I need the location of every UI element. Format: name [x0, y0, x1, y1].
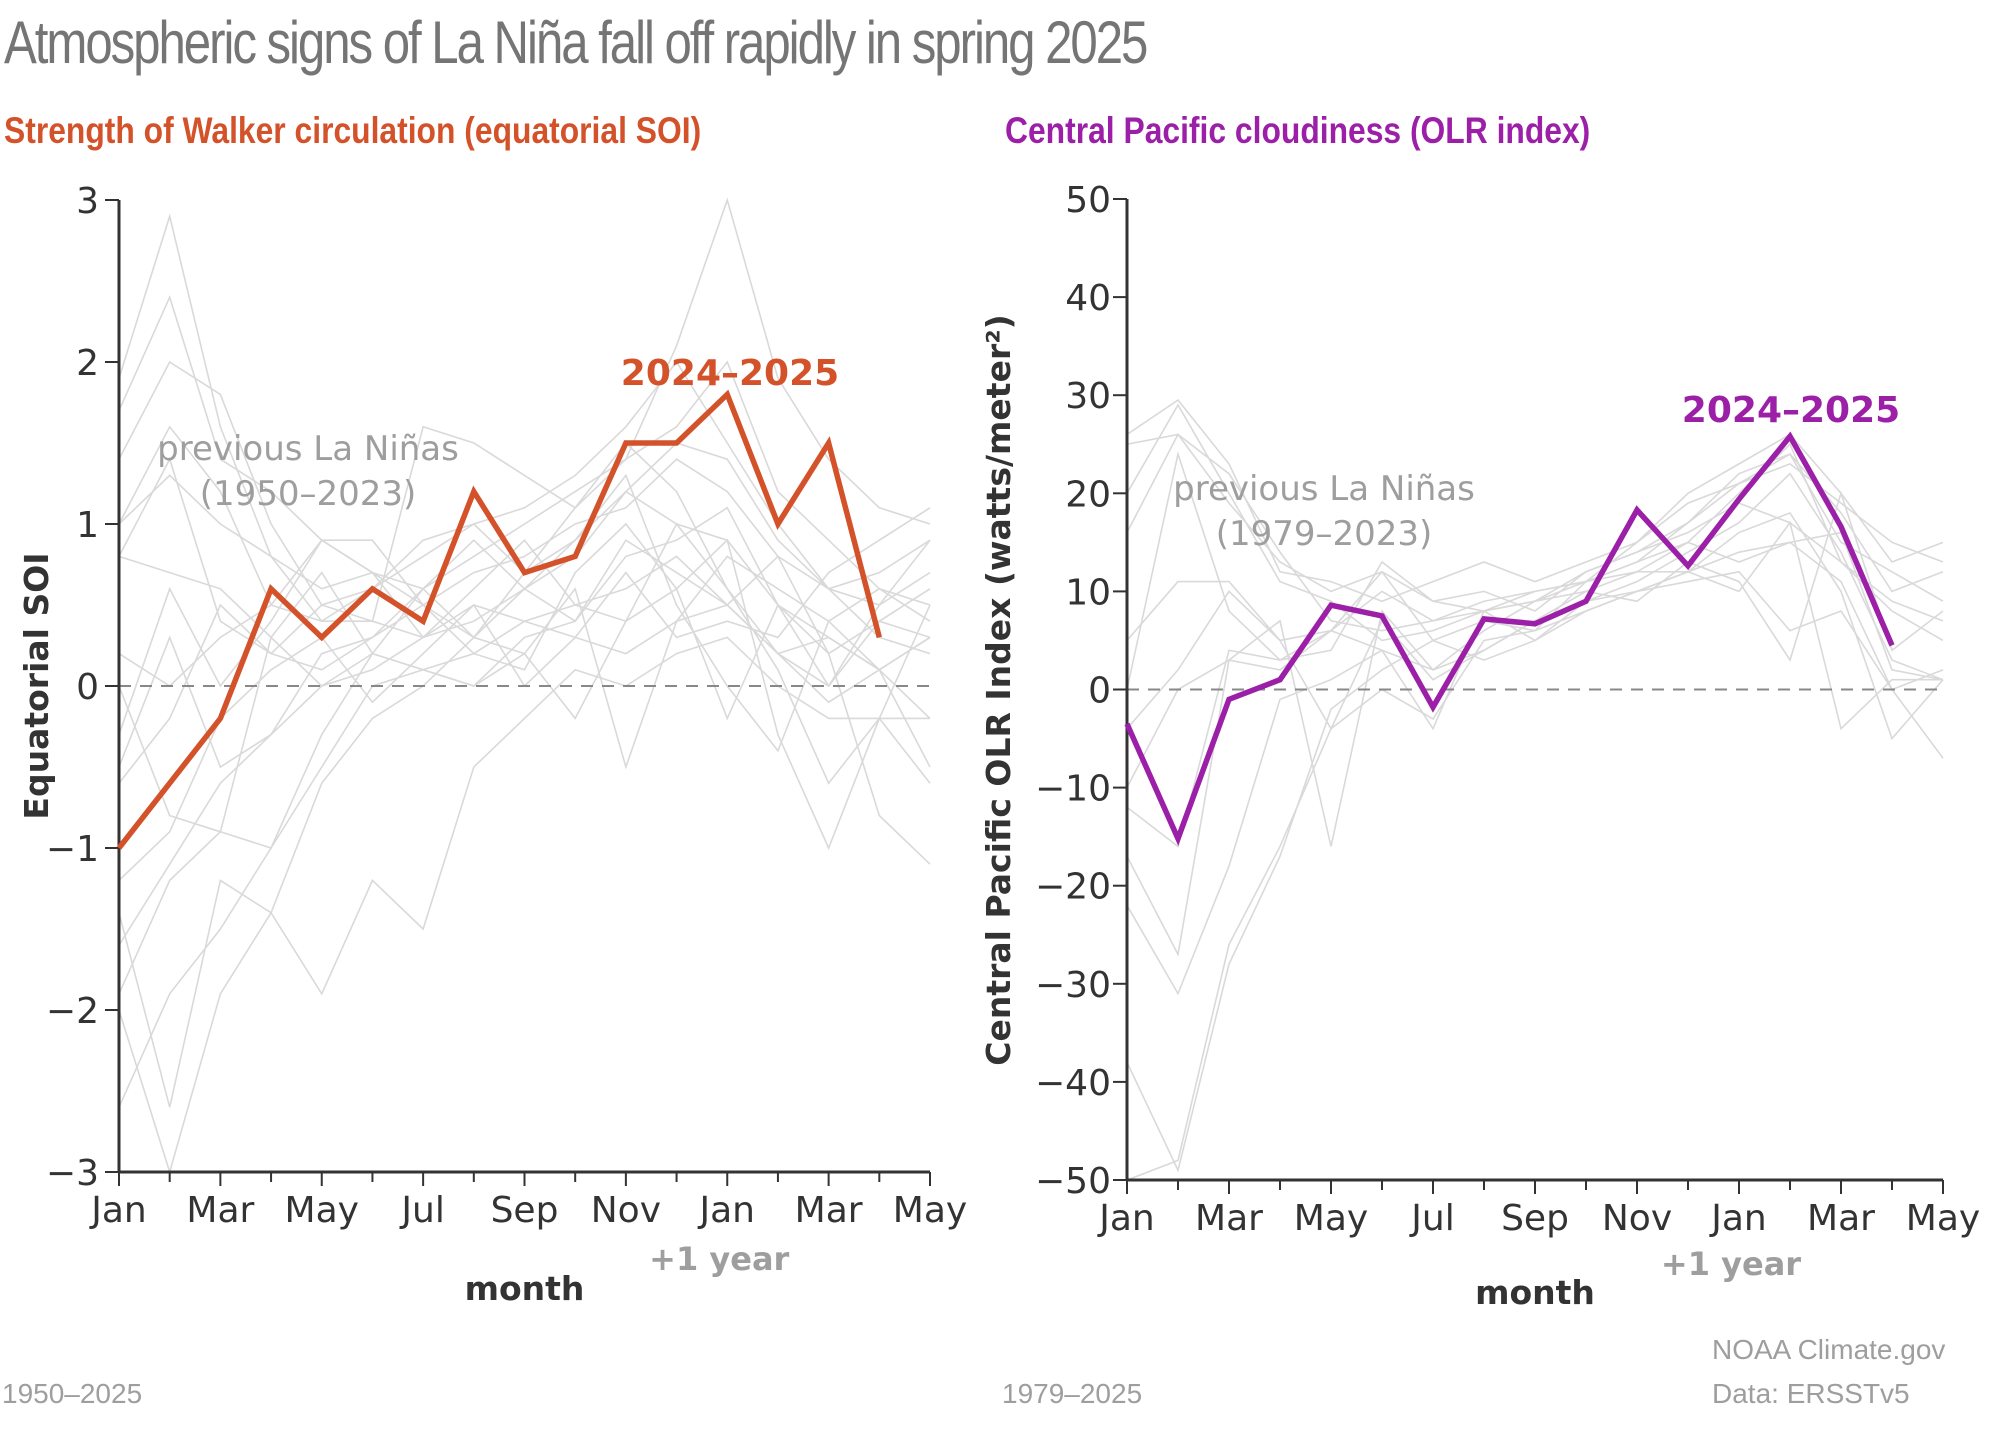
- y-tick-label: 40: [1065, 278, 1111, 319]
- next-year-note: +1 year: [1661, 1245, 1801, 1283]
- previous-la-nina-line: [118, 539, 931, 768]
- soi-chart-title: Strength of Walker circulation (equatori…: [4, 110, 702, 151]
- x-tick-label: Mar: [1195, 1198, 1263, 1239]
- previous-la-nina-line: [118, 213, 931, 623]
- x-axis-title: month: [465, 1269, 585, 1308]
- credit: NOAA Climate.gov: [1712, 1334, 1946, 1365]
- y-tick-label: 3: [76, 181, 99, 222]
- y-tick-label: 2: [76, 343, 99, 384]
- previous-la-ninas-label: previous La Niñas: [1173, 469, 1475, 509]
- previous-la-nina-line: [118, 636, 930, 1108]
- y-tick-label: 20: [1065, 474, 1111, 515]
- olr-chart-title: Central Pacific cloudiness (OLR index): [1005, 110, 1591, 151]
- y-tick-label: 0: [76, 667, 99, 708]
- x-tick-label: Jan: [1709, 1198, 1767, 1239]
- x-tick-label: Mar: [1807, 1198, 1875, 1239]
- x-axis-title: month: [1475, 1273, 1595, 1312]
- previous-la-nina-line: [118, 539, 931, 833]
- y-tick-label: −30: [1035, 965, 1111, 1006]
- previous-la-nina-line: [1126, 450, 1944, 690]
- x-tick-label: Jan: [1097, 1198, 1155, 1239]
- previous-la-nina-line: [1126, 570, 1944, 848]
- previous-la-nina-line: [1126, 511, 1944, 1181]
- x-tick-label: May: [1294, 1198, 1368, 1239]
- next-year-note: +1 year: [649, 1240, 789, 1278]
- x-tick-label: Mar: [186, 1190, 254, 1231]
- y-tick-label: −10: [1035, 769, 1111, 810]
- x-tick-label: Jul: [399, 1190, 444, 1231]
- data-source: Data: ERSSTv5: [1712, 1378, 1910, 1409]
- olr-period-note: 1979–2025: [1002, 1378, 1143, 1409]
- y-tick-label: −3: [46, 1153, 99, 1194]
- highlight-series-label: 2024–2025: [1682, 390, 1900, 431]
- previous-la-ninas-label: previous La Niñas: [157, 429, 459, 469]
- previous-la-nina-line: [1126, 541, 1944, 996]
- previous-la-ninas-range: (1950–2023): [200, 474, 417, 514]
- x-tick-label: Sep: [491, 1190, 559, 1231]
- x-tick-label: Nov: [591, 1190, 661, 1231]
- previous-la-nina-line: [118, 522, 931, 851]
- x-tick-label: May: [1906, 1198, 1980, 1239]
- x-tick-label: May: [285, 1190, 359, 1231]
- x-tick-label: Jan: [698, 1190, 756, 1231]
- previous-la-nina-line: [1126, 432, 1944, 612]
- x-tick-label: Nov: [1602, 1198, 1672, 1239]
- y-tick-label: −40: [1035, 1063, 1111, 1104]
- y-tick-label: 50: [1065, 180, 1111, 221]
- previous-la-nina-line: [118, 539, 931, 995]
- y-axis-title: Central Pacific OLR Index (watts/meter²): [979, 314, 1018, 1066]
- previous-la-nina-line: [1126, 531, 1944, 788]
- highlight-series-label: 2024–2025: [621, 353, 839, 394]
- highlight-series-line: [1124, 431, 1895, 846]
- previous-la-nina-line: [118, 441, 931, 1175]
- y-tick-label: 10: [1065, 572, 1111, 613]
- y-axis-title: Equatorial SOI: [17, 552, 56, 819]
- previous-la-nina-line: [118, 522, 931, 1108]
- previous-la-nina-line: [118, 197, 931, 623]
- y-tick-label: −50: [1035, 1161, 1111, 1202]
- previous-la-nina-line: [118, 506, 931, 655]
- main-title: Atmospheric signs of La Niña fall off ra…: [4, 9, 1148, 76]
- previous-la-nina-line: [118, 425, 931, 655]
- previous-la-nina-line: [118, 473, 931, 946]
- x-tick-label: Jul: [1409, 1198, 1454, 1239]
- x-tick-label: Mar: [795, 1190, 863, 1231]
- y-tick-label: −1: [46, 829, 99, 870]
- y-tick-label: 30: [1065, 376, 1111, 417]
- y-tick-label: 0: [1088, 671, 1111, 712]
- previous-la-nina-line: [1126, 520, 1943, 1173]
- y-tick-label: −20: [1035, 867, 1111, 908]
- previous-la-nina-line: [1126, 490, 1944, 957]
- y-tick-label: −2: [46, 991, 99, 1032]
- previous-la-ninas-range: (1979–2023): [1216, 514, 1433, 554]
- previous-la-nina-line: [1126, 399, 1944, 603]
- x-tick-label: Jan: [89, 1190, 147, 1231]
- y-tick-label: 1: [76, 505, 99, 546]
- x-tick-label: Sep: [1501, 1198, 1569, 1239]
- x-tick-label: May: [893, 1190, 967, 1231]
- soi-period-note: 1950–2025: [2, 1378, 143, 1409]
- highlight-series-line: [116, 389, 882, 850]
